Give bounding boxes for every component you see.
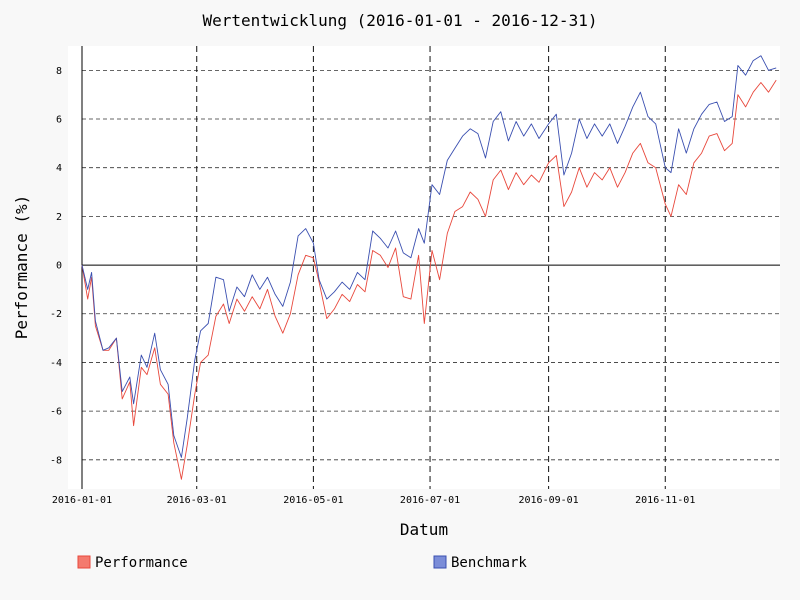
legend-swatch-performance	[77, 555, 91, 569]
x-tick-label: 2016-05-01	[283, 495, 343, 506]
x-tick-label: 2016-03-01	[167, 495, 227, 506]
y-tick-label: -8	[50, 455, 62, 466]
x-axis-title: Datum	[400, 520, 448, 539]
y-tick-label: 4	[56, 163, 62, 174]
y-tick-label: 8	[56, 66, 62, 77]
y-tick-label: -6	[50, 407, 62, 418]
x-tick-label: 2016-07-01	[400, 495, 460, 506]
series-line-performance	[81, 79, 777, 480]
series-lines	[81, 55, 777, 480]
x-tick-label: 2016-11-01	[635, 495, 695, 506]
y-tick-label: -4	[50, 358, 62, 369]
series-line-benchmark	[81, 55, 777, 458]
y-tick-label: -2	[50, 309, 62, 320]
y-axis-title: Performance (%)	[12, 195, 31, 340]
legend-label-benchmark: Benchmark	[451, 555, 527, 571]
plot-area	[68, 46, 780, 489]
grid	[82, 46, 780, 489]
y-tick-label: 0	[56, 261, 62, 272]
x-tick-label: 2016-01-01	[52, 495, 112, 506]
tick-labels: -8 -6 -4 -2 0 2 4 6 8 2016-01-01 2016-03-01 2016-05…	[50, 66, 695, 506]
legend-swatch-benchmark	[433, 555, 447, 569]
x-tick-label: 2016-09-01	[518, 495, 578, 506]
y-tick-label: 6	[56, 115, 62, 126]
legend-label-performance: Performance	[95, 555, 188, 571]
chart-title: Wertentwicklung (2016-01-01 - 2016-12-31…	[203, 11, 598, 30]
y-tick-label: 2	[56, 212, 62, 223]
legend: Performance Benchmark	[77, 555, 527, 571]
